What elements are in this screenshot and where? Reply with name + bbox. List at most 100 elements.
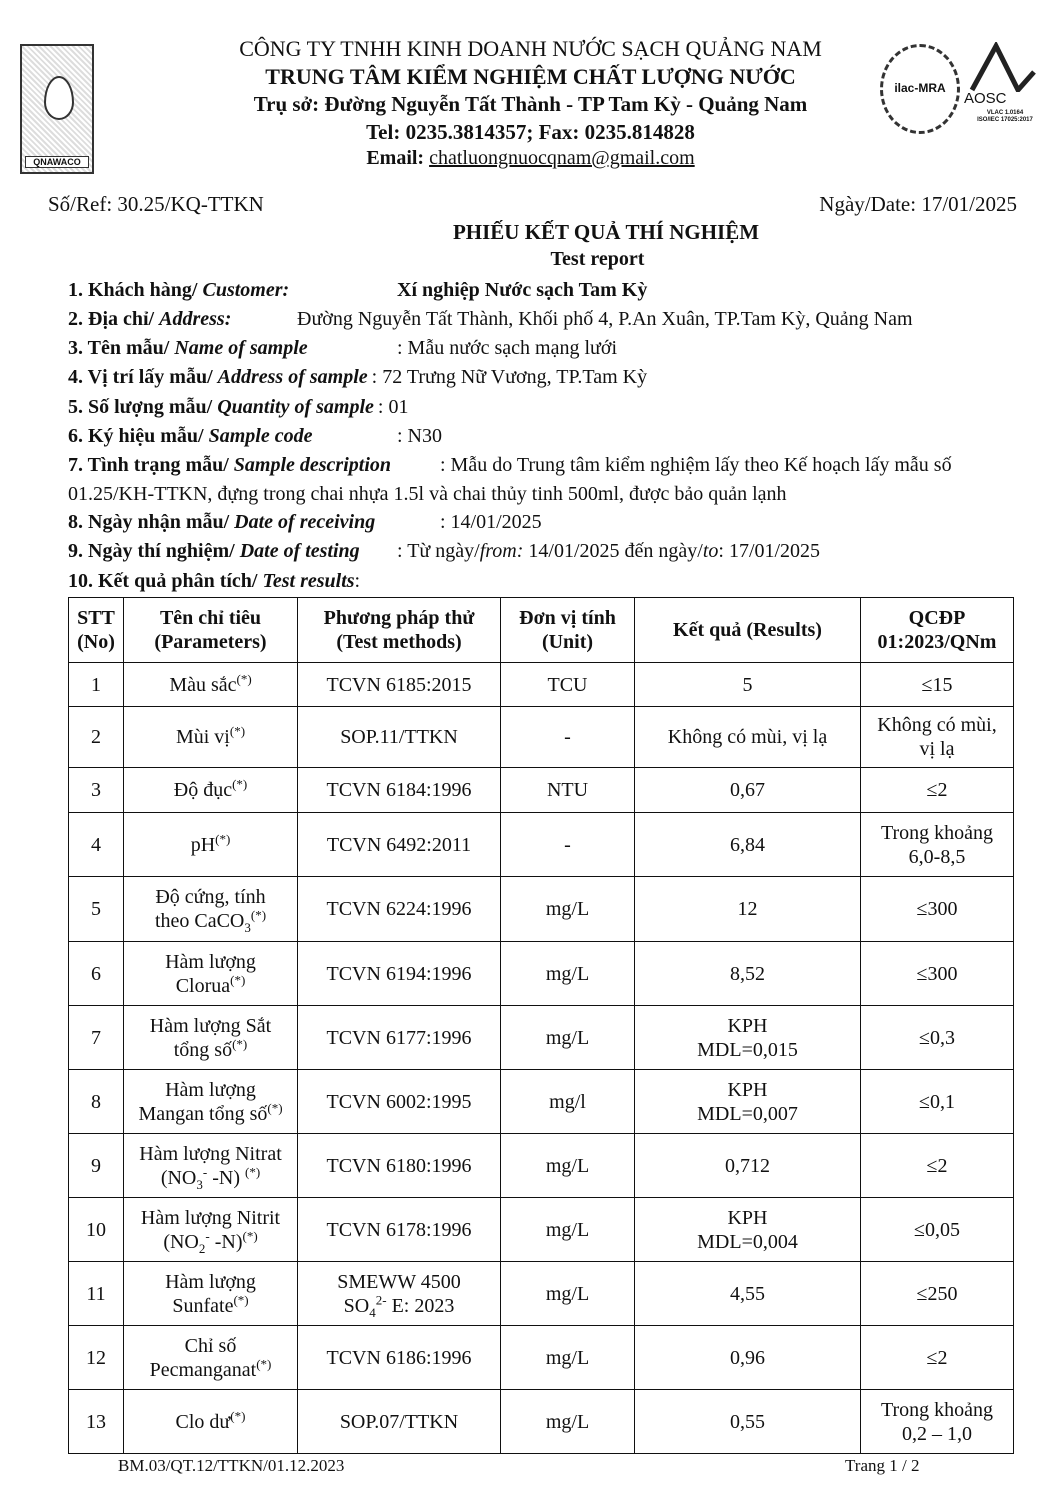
parameter-cell: Hàm lượng Sunfate(*) [123, 1261, 298, 1326]
limit-line: ≤250 [916, 1282, 958, 1305]
text: -N) [207, 1166, 245, 1189]
value-to: to [702, 540, 719, 562]
field-7: 7. Tình trạng mẫu/ Sample description: M… [68, 454, 952, 477]
aosc-accreditation: VLAC 1.0164 ISO/IEC 17025:2017 [972, 110, 1038, 124]
limit-cell: ≤2 [860, 1133, 1014, 1198]
unit-cell: NTU [500, 767, 635, 813]
ilac-logo-text: ilac-MRA [894, 81, 946, 95]
limit-line: 6,0-8,5 [908, 845, 966, 868]
limit-cell: ≤0,3 [860, 1005, 1014, 1070]
logo-text: QNAWACO [25, 156, 89, 168]
result-line: KPH [727, 1206, 768, 1229]
field-label: 10. Kết quả phân tích/ [68, 570, 263, 592]
cell-line: TCVN 6186:1996 [302, 1346, 496, 1370]
text: TCVN 6184:1996 [326, 779, 472, 801]
field-label: 9. Ngày thí nghiệm/ [68, 540, 240, 562]
aosc-mark-icon [969, 40, 1036, 95]
header-line: 01:2023/QNm [877, 631, 997, 653]
field-label: 7. Tình trạng mẫu/ [68, 454, 234, 476]
form-code: BM.03/QT.12/TTKN/01.12.2023 [118, 1456, 345, 1475]
field-9: 9. Ngày thí nghiệm/ Date of testing: Từ … [68, 540, 820, 563]
limit-line: ≤15 [921, 673, 953, 696]
supscript: (*) [230, 971, 246, 987]
parameter-cell: Màu sắc(*) [123, 662, 298, 707]
supscript: (*) [215, 830, 231, 846]
result-line: 8,52 [730, 962, 765, 985]
page-number: Trang 1 / 2 [845, 1456, 920, 1475]
result-line: 4,55 [730, 1282, 765, 1305]
iso-code: ISO/IEC 17025:2017 [977, 117, 1033, 123]
text: TCVN 6180:1996 [326, 1154, 472, 1177]
field-value: Xí nghiệp Nước sạch Tam Kỳ [397, 279, 648, 301]
parameter-cell: Hàm lượng Sắt tổng số(*) [123, 1005, 298, 1070]
method-cell: TCVN 6492:2011 [297, 812, 501, 877]
text: Clorua [175, 974, 231, 997]
result-line: 0,96 [730, 1346, 765, 1369]
text: TCVN 6177:1996 [326, 1026, 472, 1049]
result-cell: Không có mùi, vị lạ [634, 706, 861, 768]
cell-line: Clorua(*) [128, 971, 293, 998]
row-number: 2 [68, 706, 124, 768]
value-from: from: [479, 540, 524, 562]
parameter-cell: Clo dư(*) [123, 1389, 298, 1454]
company-phone: Tel: 0235.3814357; Fax: 0235.814828 [366, 120, 695, 144]
company-email: Email: chatluongnuocqnam@gmail.com [0, 147, 1061, 170]
text: SMEWW 4500 [337, 1270, 461, 1293]
row-number: 4 [68, 812, 124, 877]
field-6: 6. Ký hiệu mẫu/ Sample code: N30 [68, 425, 442, 448]
method-cell: SMEWW 4500 SO42- E: 2023 [297, 1261, 501, 1326]
method-cell: TCVN 6002:1995 [297, 1069, 501, 1134]
cell-line: Độ cứng, tính [128, 885, 293, 909]
result-line: 0,55 [730, 1410, 765, 1433]
result-cell: 0,67 [634, 767, 861, 813]
limit-cell: ≤250 [860, 1261, 1014, 1326]
result-line: 6,84 [730, 833, 765, 856]
cell-line: Chỉ số [128, 1334, 293, 1358]
field-label-en: Address: [159, 308, 232, 330]
column-header: Kết quả (Results) [634, 597, 861, 663]
field-label: 4. Vị trí lấy mẫu/ [68, 366, 218, 388]
cell-line: SMEWW 4500 [302, 1270, 496, 1294]
email-link[interactable]: chatluongnuocqnam@gmail.com [429, 147, 695, 169]
text: Sunfate [172, 1294, 234, 1317]
method-cell: TCVN 6177:1996 [297, 1005, 501, 1070]
table-row: 3 Độ đục(*) TCVN 6184:1996 NTU 0,67 ≤2 [68, 767, 1014, 813]
parameter-cell: Mùi vị(*) [123, 706, 298, 768]
limit-cell: ≤0,1 [860, 1069, 1014, 1134]
limit-line: ≤0,3 [919, 1026, 955, 1049]
table-row: 6 Hàm lượng Clorua(*) TCVN 6194:1996 mg/L 8,5… [68, 941, 1014, 1006]
cell-line: Màu sắc(*) [128, 672, 293, 697]
text: Hàm lượng [165, 1078, 256, 1101]
limit-cell: ≤2 [860, 1325, 1014, 1390]
cell-line: SOP.11/TTKN [302, 725, 496, 749]
parameter-cell: Chỉ số Pecmanganat(*) [123, 1325, 298, 1390]
text: E: 2023 [386, 1294, 455, 1317]
field-label: 3. Tên mẫu/ [68, 337, 175, 359]
table-row: 5 Độ cứng, tính theo CaCO3(*) TCVN 6224:199… [68, 876, 1014, 942]
table-row: 2 Mùi vị(*) SOP.11/TTKN - Không có mùi, vị l… [68, 706, 1014, 768]
table-row: 10 Hàm lượng Nitrit (NO2- -N)(*) TCVN 6178:… [68, 1197, 1014, 1262]
table-row: 9 Hàm lượng Nitrat (NO3- -N) (*) TCVN 6180:… [68, 1133, 1014, 1198]
result-cell: 0,712 [634, 1133, 861, 1198]
supscript: (*) [229, 723, 246, 739]
row-number: 5 [68, 876, 124, 942]
results-table: STT (No) Tên chỉ tiêu (Parameters) Phương ph… [68, 597, 1014, 1454]
field-value: : [354, 570, 361, 592]
supscript: (*) [230, 1407, 246, 1423]
field-value: : 01 [377, 396, 409, 418]
cell-line: Hàm lượng Nitrit [128, 1206, 293, 1230]
text: (NO [160, 1166, 197, 1189]
result-cell: 5 [634, 662, 861, 707]
header-line: (Test methods) [336, 631, 462, 653]
unit-cell: - [500, 706, 635, 768]
header-line: STT [77, 607, 115, 629]
cell-line: TCVN 6492:2011 [302, 833, 496, 857]
parameter-cell: pH(*) [123, 812, 298, 877]
cell-line: Độ đục(*) [128, 777, 293, 802]
text: TCVN 6492:2011 [326, 833, 472, 856]
field-3: 3. Tên mẫu/ Name of sample: Mẫu nước sạc… [68, 337, 617, 360]
cell-line: tổng số(*) [128, 1037, 293, 1062]
table-row: 8 Hàm lượng Mangan tổng số(*) TCVN 6002:199… [68, 1069, 1014, 1134]
text: pH [190, 833, 216, 856]
text: Hàm lượng Sắt [149, 1014, 272, 1037]
